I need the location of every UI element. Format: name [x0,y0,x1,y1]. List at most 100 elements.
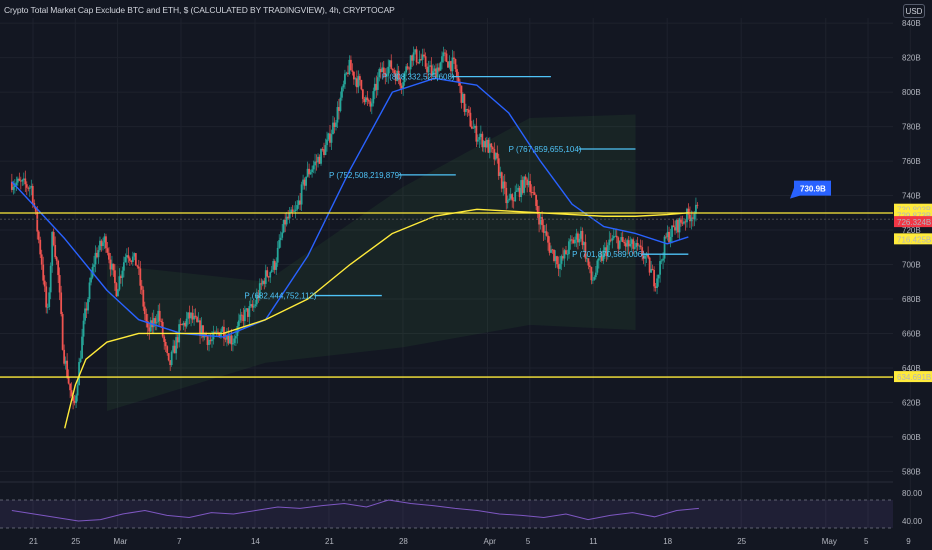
candle-body [215,331,218,333]
candle-body [476,139,479,142]
candle-body [585,258,588,260]
candle-body [375,83,378,90]
candle-body [491,147,494,150]
candle-body [687,208,690,215]
candle-body [266,270,269,277]
candle-body [563,250,566,259]
candle-body [173,345,176,354]
candle-body [112,263,115,271]
currency-button[interactable]: USD [903,4,925,18]
candle-body [441,56,443,63]
candle-body [327,133,330,140]
candle-body [127,255,130,259]
candle-body [394,73,397,81]
candle-body [354,78,357,80]
candle-body [272,261,275,270]
candle-body [128,258,131,261]
candle-body [594,272,597,278]
candle-body [152,318,155,328]
candle-body [475,125,478,142]
candle-body [406,66,409,69]
candle-body [538,213,540,225]
candle-body [260,283,263,285]
candle-body [87,299,89,311]
candle-body [551,249,554,251]
candle-body [653,269,656,287]
candle-body [161,321,164,337]
candle-body [206,336,209,345]
candle-body [252,306,255,308]
candle-body [421,54,424,60]
candle-body [240,314,243,316]
candle-body [237,320,240,327]
candle-body [527,180,530,186]
time-axis: 21 25 Mar 7 14 21 28 Apr 5 11 18 25 May 5 9 [29,537,911,546]
candle-body [76,385,79,396]
candle-body [164,341,167,347]
candle-body [490,143,493,148]
price-axis-tick: 820B [902,54,921,63]
candle-body [243,309,246,322]
candle-body [571,239,573,241]
candle-body [285,216,288,225]
time-axis-tick: 25 [737,537,746,546]
candle-body [600,255,603,261]
candle-body [226,335,228,340]
candle-body [81,336,83,359]
candle-body [606,245,609,257]
candle-body [369,101,372,107]
candle-body [93,264,95,267]
candle-body [623,242,626,244]
candle-body [39,239,42,255]
candle-body [184,322,187,327]
candle-body [352,71,355,80]
candle-body [278,240,281,248]
candle-body [166,346,169,354]
candle-body [187,312,190,319]
candle-body [674,227,676,231]
candle-body [367,100,370,102]
candle-body [281,232,284,238]
candle-body [218,332,221,338]
candle-body [444,52,446,54]
candle-body [122,262,125,271]
candle-body [580,230,582,239]
candle-body [581,230,584,246]
candle-body [261,280,264,285]
candle-body [445,53,448,62]
candle-body [496,152,499,159]
candle-body [535,194,538,207]
candle-body [363,98,366,103]
candle-body [82,320,85,337]
candle-body [45,286,48,308]
candle-body [530,192,533,193]
candle-body [84,308,86,321]
candle-body [276,247,279,263]
candle-body [457,77,460,82]
candle-body [105,236,107,249]
candle-body [37,231,40,240]
candle-body [542,225,545,233]
candle-body [557,264,560,269]
candle-body [473,125,476,128]
candle-body [503,181,506,188]
candle-body [659,261,661,275]
candle-body [596,260,599,273]
candle-body [303,179,306,186]
candle-body [197,320,200,322]
candle-body [669,236,672,243]
candle-body [148,327,151,332]
candle-body [548,242,551,253]
candle-body [345,72,348,74]
time-axis-tick: Apr [484,537,497,546]
price-axis: 840B 820B 800B 780B 760B 740B 720B 700B 680B 660B… [902,19,921,476]
candle-body [58,275,61,293]
candle-body [424,56,427,67]
candle-body [196,317,198,322]
candle-body [100,240,103,247]
candle-body [668,231,670,243]
candle-body [30,185,33,188]
candle-body [588,265,591,268]
candle-body [249,304,252,307]
